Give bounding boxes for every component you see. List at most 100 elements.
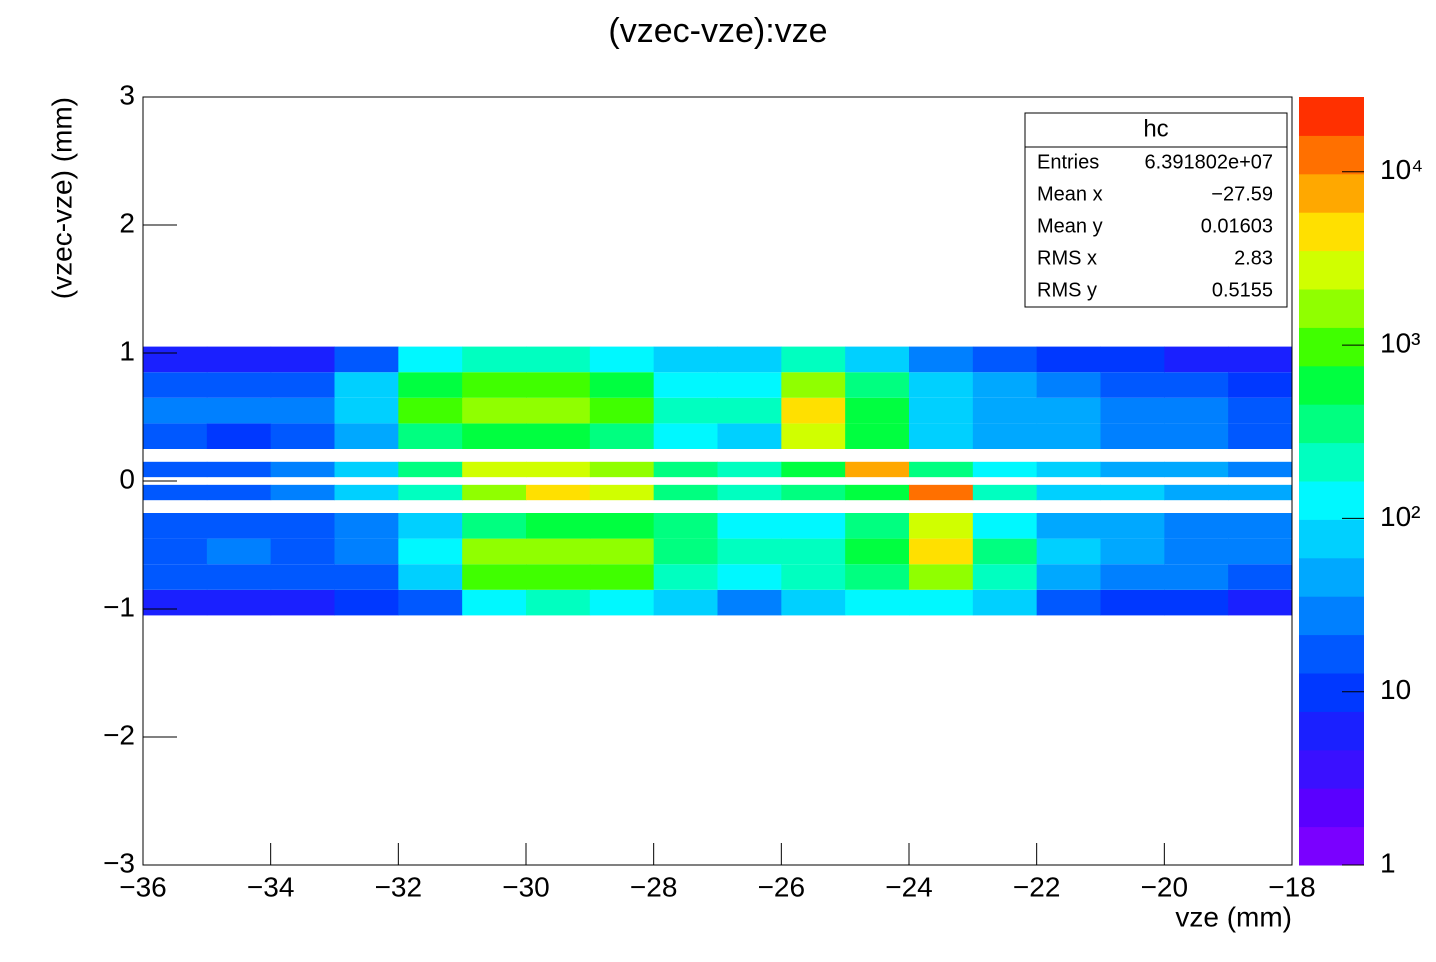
stats-label: Entries [1037, 151, 1099, 173]
heatmap-cell [717, 538, 782, 565]
heatmap-cell [909, 372, 974, 398]
colorbar-band [1299, 212, 1364, 252]
heatmap-cell [206, 484, 272, 501]
heatmap-cell [909, 397, 974, 424]
heatmap-cell [206, 538, 272, 565]
heatmap-cell [334, 397, 399, 424]
heatmap-cell [972, 513, 1038, 539]
colorbar-band [1299, 711, 1364, 751]
y-tick-label: 2 [119, 207, 135, 238]
heatmap-cell [845, 538, 910, 565]
heatmap-cell [398, 564, 463, 590]
heatmap-cell [1164, 484, 1229, 501]
colorbar-band [1299, 826, 1364, 866]
heatmap-cell [143, 397, 208, 424]
heatmap-cell [1164, 372, 1229, 398]
heatmap-cell [1228, 589, 1293, 616]
stats-value: 6.391802e+07 [1145, 151, 1273, 173]
heatmap-cell [653, 513, 718, 539]
x-tick-label: −30 [502, 871, 550, 902]
heatmap-cell [653, 397, 718, 424]
heatmap-cell [1036, 564, 1101, 590]
heatmap-cell [972, 397, 1038, 424]
stats-box [1024, 112, 1288, 308]
heatmap-cell [206, 346, 272, 373]
heatmap-cell [462, 397, 527, 424]
stats-value: −27.59 [1211, 183, 1273, 205]
z-tick-label: 10³ [1380, 327, 1420, 358]
heatmap-cell [462, 372, 527, 398]
x-tick-label: −26 [758, 871, 806, 902]
heatmap-cell [845, 461, 910, 478]
heatmap-cell [781, 346, 846, 373]
heatmap-cell [462, 513, 527, 539]
heatmap-cell [1228, 423, 1293, 449]
heatmap-cell [1100, 346, 1165, 373]
colorbar-band [1299, 173, 1364, 213]
x-tick-label: −32 [375, 871, 423, 902]
heatmap-cell [653, 346, 718, 373]
heatmap-cell [717, 461, 782, 478]
colorbar-band [1299, 673, 1364, 712]
colorbar-band [1299, 327, 1364, 367]
heatmap-cell [653, 484, 718, 501]
stats-label: Mean y [1037, 215, 1103, 237]
heatmap-cell [1036, 538, 1101, 565]
heatmap-cell [143, 513, 208, 539]
heatmap-cell [653, 372, 718, 398]
heatmap-cell [270, 484, 335, 501]
heatmap-cell [781, 564, 846, 590]
heatmap-cell [589, 589, 655, 616]
heatmap-cell [1100, 397, 1165, 424]
x-axis-title: vze (mm) [1175, 901, 1292, 932]
heatmap-cell [845, 346, 910, 373]
heatmap-cell [270, 513, 335, 539]
heatmap-cell [1228, 346, 1293, 373]
heatmap-cell [334, 564, 399, 590]
heatmap-cell [909, 589, 974, 616]
heatmap-cell [972, 423, 1038, 449]
x-tick-label: −20 [1141, 871, 1189, 902]
heatmap-cell [143, 564, 208, 590]
heatmap-cell [1100, 538, 1165, 565]
colorbar-band [1299, 788, 1364, 828]
heatmap-cell [717, 397, 782, 424]
heatmap-cell [1100, 423, 1165, 449]
colorbar-band [1299, 97, 1364, 136]
heatmap-cell [334, 461, 399, 478]
heatmap-cell [270, 564, 335, 590]
heatmap-cell [1228, 397, 1293, 424]
heatmap-cell [1100, 461, 1165, 478]
colorbar-band [1299, 442, 1364, 482]
heatmap-cell [717, 484, 782, 501]
heatmap-cell [270, 538, 335, 565]
colorbar-band [1299, 404, 1364, 444]
heatmap-cell [270, 589, 335, 616]
heatmap-cell [1164, 423, 1229, 449]
heatmap-cell [909, 513, 974, 539]
heatmap-cell [1228, 564, 1293, 590]
chart-title: (vzec-vze):vze [608, 12, 827, 50]
heatmap-cell [589, 538, 655, 565]
heatmap-cell [1228, 484, 1293, 501]
heatmap-cell [589, 461, 655, 478]
heatmap-cell [845, 484, 910, 501]
colorbar-band [1299, 481, 1364, 520]
heatmap-cell [206, 397, 272, 424]
heatmap-cell [1036, 589, 1101, 616]
x-tick-label: −18 [1268, 871, 1316, 902]
stats-label: Mean x [1037, 183, 1103, 205]
heatmap-cell [206, 461, 272, 478]
heatmap-cell [143, 589, 208, 616]
heatmap-cell [717, 513, 782, 539]
heatmap-cell [781, 484, 846, 501]
heatmap-cell [909, 461, 974, 478]
heatmap-cell [717, 372, 782, 398]
heatmap-cell [206, 372, 272, 398]
heatmap-cell [1228, 538, 1293, 565]
heatmap-cell [206, 564, 272, 590]
heatmap-cell [781, 397, 846, 424]
heatmap-cell [1036, 372, 1101, 398]
heatmap-cell [909, 423, 974, 449]
